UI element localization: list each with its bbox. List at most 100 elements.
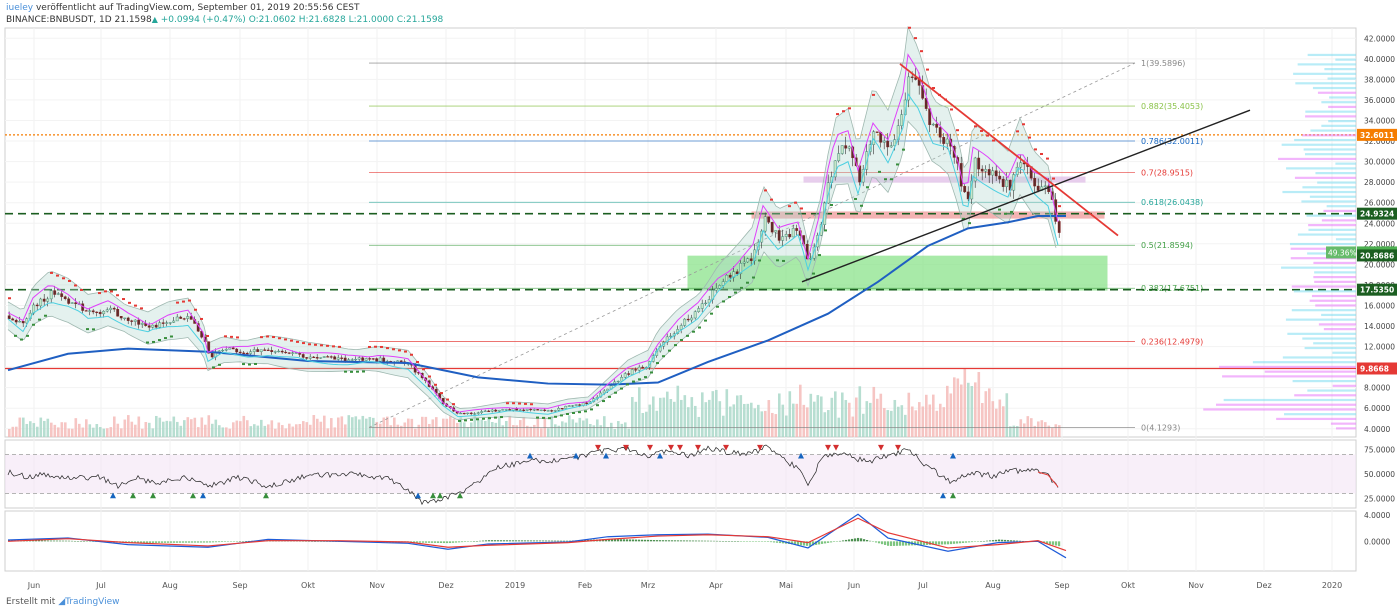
sar-dot	[296, 340, 299, 343]
candle-body	[767, 216, 771, 223]
candle-body	[781, 236, 785, 241]
candle-body	[627, 373, 631, 375]
macd-histogram-bar	[848, 539, 851, 542]
author-name[interactable]: iueley	[6, 3, 34, 13]
volume-profile-bar	[1252, 361, 1356, 364]
volume-profile-bar	[1304, 153, 1356, 156]
sar-dot	[764, 189, 767, 192]
volume-profile-bar	[1328, 120, 1356, 123]
macd-histogram-bar	[548, 540, 551, 542]
volume-bar	[879, 393, 883, 437]
volume-bar	[1002, 406, 1005, 437]
candle-body	[161, 322, 165, 324]
sar-dot	[1040, 152, 1043, 155]
macd-histogram-bar	[311, 541, 314, 542]
candle-body	[270, 350, 274, 352]
volume-bar	[312, 415, 316, 437]
candle-body	[732, 271, 736, 278]
sar-dot	[746, 281, 749, 284]
sar-dot	[20, 338, 23, 341]
volume-bar	[463, 422, 466, 437]
volume-profile-bar	[1314, 280, 1356, 283]
macd-histogram-bar	[836, 541, 839, 542]
macd-histogram-bar	[413, 541, 416, 543]
sar-dot	[434, 383, 437, 386]
sar-dot	[284, 338, 287, 341]
x-tick-label: Jul	[917, 581, 928, 590]
volume-bar	[249, 426, 253, 437]
macd-histogram-bar	[644, 539, 647, 542]
volume-profile-bar	[1293, 72, 1356, 75]
volume-bar	[1047, 425, 1051, 437]
macd-histogram-bar	[869, 540, 872, 542]
volume-bar	[827, 410, 830, 437]
sar-dot	[500, 416, 503, 419]
candle-body	[497, 409, 501, 412]
sar-dot	[638, 378, 641, 381]
candle-body	[980, 168, 984, 172]
candle-body	[301, 354, 305, 358]
sar-dot	[26, 334, 29, 337]
volume-bar	[214, 419, 218, 437]
macd-histogram-bar	[485, 540, 488, 542]
volume-bar	[326, 428, 330, 437]
fib-level-label: 0.618(26.0438)	[1141, 198, 1203, 207]
macd-histogram-bar	[917, 541, 920, 546]
footer-brand[interactable]: TradingView	[65, 597, 120, 607]
volume-bar	[610, 422, 613, 437]
volume-bar	[228, 428, 232, 437]
candle-body	[242, 352, 246, 354]
volume-bar	[701, 392, 704, 437]
macd-histogram-bar	[35, 540, 38, 542]
macd-histogram-bar	[77, 541, 80, 542]
macd-histogram-bar	[446, 541, 449, 544]
macd-histogram-bar	[176, 541, 179, 543]
macd-histogram-bar	[230, 541, 233, 542]
volume-bar	[834, 391, 837, 437]
volume-bar	[36, 426, 39, 437]
volume-profile-bar	[1297, 63, 1356, 66]
macd-histogram-bar	[605, 539, 608, 542]
volume-profile-bar	[1310, 129, 1356, 132]
candle-body	[501, 409, 505, 411]
volume-bar	[414, 428, 417, 437]
rsi-buy-marker	[415, 492, 421, 499]
percent-badge-label: 49.36%	[1328, 248, 1357, 257]
candle-body	[826, 182, 830, 204]
candle-body	[63, 296, 67, 300]
volume-bar	[617, 421, 620, 437]
volume-bar	[67, 428, 71, 437]
y-tick-label: 38.0000	[1364, 75, 1395, 84]
candle-body	[1019, 162, 1023, 168]
macd-histogram-bar	[671, 540, 674, 542]
rsi-tick-label: 50.0000	[1364, 470, 1395, 479]
candle-body	[602, 390, 606, 394]
macd-histogram-bar	[698, 540, 701, 542]
volume-bar	[267, 424, 270, 437]
candle-body	[343, 357, 347, 362]
volume-profile-bar	[1317, 181, 1356, 184]
candle-body	[158, 322, 162, 328]
sar-dot	[68, 279, 71, 282]
volume-bar	[288, 423, 291, 437]
sar-dot	[656, 362, 659, 365]
sar-dot	[536, 416, 539, 419]
macd-histogram-bar	[968, 541, 971, 543]
macd-histogram-bar	[731, 541, 734, 542]
macd-histogram-bar	[59, 540, 62, 542]
volume-bar	[344, 424, 347, 437]
volume-bar	[302, 421, 305, 437]
macd-histogram-bar	[140, 541, 143, 544]
tradingview-logo-icon[interactable]: ◢	[58, 597, 66, 607]
rsi-buy-marker	[430, 492, 436, 499]
volume-bar	[970, 386, 974, 437]
candle-body	[466, 412, 470, 414]
macd-histogram-bar	[857, 537, 860, 542]
volume-bar	[400, 425, 403, 437]
volume-profile-bar	[1304, 346, 1356, 350]
sar-dot	[1022, 123, 1025, 126]
volume-profile-bar	[1332, 384, 1356, 387]
macd-histogram-bar	[797, 541, 800, 545]
y-tick-label: 36.0000	[1364, 96, 1395, 105]
